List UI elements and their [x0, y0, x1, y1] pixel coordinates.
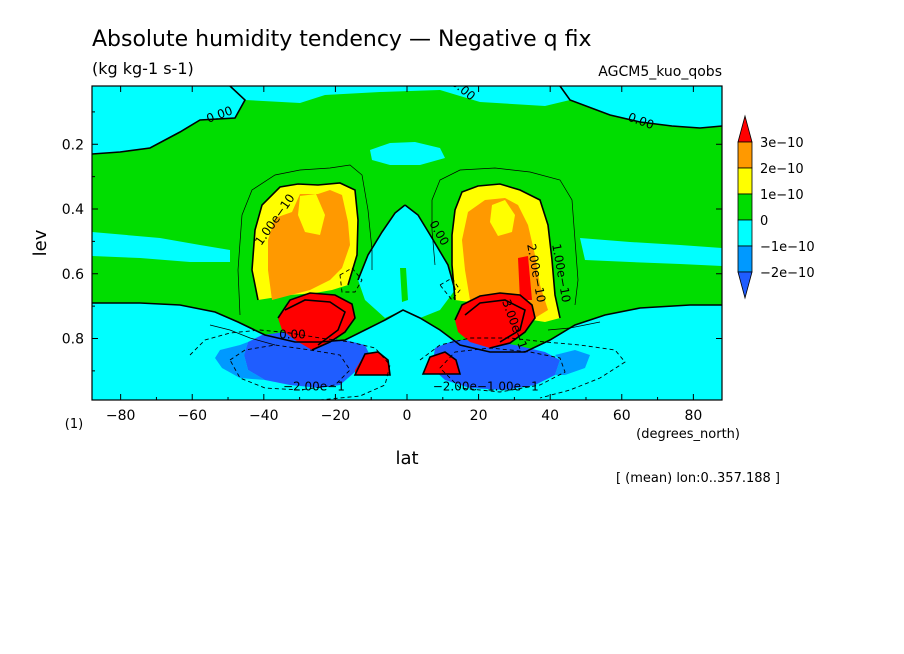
- fill-cyan-center: [358, 205, 455, 318]
- fill-orange-left: [268, 190, 350, 300]
- fill-cyan-top-mid: [370, 142, 445, 165]
- fill-yellow-right-inner: [490, 200, 515, 236]
- x-tick-label: 60: [613, 408, 631, 424]
- fill-red-right-strip: [518, 256, 532, 300]
- y-axis-label: lev: [30, 229, 51, 256]
- colorbar-box: [737, 167, 753, 195]
- contour-label: −2.00e−1.00e−1: [433, 379, 539, 393]
- colorbar-label: 2e−10: [760, 162, 804, 177]
- colorbar-label: −2e−10: [760, 266, 815, 281]
- fill-cyan-upper-right: [560, 86, 722, 128]
- fill-cyan-stripe-right: [580, 238, 722, 266]
- contour-label: −2.00e−1: [283, 379, 345, 393]
- fill-cyan-upper-left: [92, 86, 245, 154]
- fill-blue-right: [432, 340, 560, 390]
- y-tick-label: 0.8: [62, 331, 84, 347]
- y-axis: 0.2 0.4 0.6 0.8: [62, 111, 722, 372]
- chart-title: Absolute humidity tendency — Negative q …: [92, 27, 592, 52]
- contour-field: 0.000.000.000.001.00e−102.00e−10 1.00e−10…: [92, 86, 722, 400]
- colorbar-box: [737, 219, 753, 247]
- dataset-label: AGCM5_kuo_qobs: [598, 64, 722, 80]
- x-tick-label: −20: [321, 408, 351, 424]
- colorbar-label: −1e−10: [760, 240, 815, 255]
- x-axis-units: (degrees_north): [636, 427, 740, 442]
- fill-cyan-stripe-left: [92, 232, 230, 262]
- x-tick-label: 80: [684, 408, 702, 424]
- y-axis-units: (1): [65, 417, 83, 432]
- fill-midblue-left: [215, 342, 265, 380]
- x-tick-label: −80: [106, 408, 136, 424]
- chart-units: (kg kg-1 s-1): [92, 59, 194, 78]
- x-axis-label: lat: [395, 448, 418, 469]
- contour-lines-thin: [209, 164, 601, 346]
- y-tick-label: 0.4: [62, 202, 84, 218]
- x-tick-label: 20: [470, 408, 488, 424]
- colorbar-box: [737, 245, 753, 273]
- colorbar: 3e−10 2e−10 1e−10 0 −1e−10 −2e−10: [737, 114, 815, 300]
- x-tick-label: 40: [541, 408, 559, 424]
- fill-blue-left: [244, 332, 372, 388]
- colorbar-label: 1e−10: [760, 188, 804, 203]
- contour-lines-dashed: [189, 267, 626, 400]
- fill-green-sliver: [400, 268, 408, 302]
- fill-midblue-right: [555, 350, 590, 375]
- y-tick-label: 0.2: [62, 137, 84, 153]
- x-tick-label: −40: [249, 408, 279, 424]
- footnote: [ (mean) lon:0..357.188 ]: [616, 471, 780, 486]
- x-axis: −80 −60 −40 −20 0 20 40 60 80: [106, 86, 702, 424]
- contour-label: 0.00: [279, 327, 306, 341]
- fill-red-left: [278, 293, 355, 350]
- x-tick-label: 0: [403, 408, 412, 424]
- colorbar-extend-bottom: [737, 271, 753, 300]
- colorbar-box: [737, 141, 753, 169]
- contour-lines-solid: [92, 86, 722, 376]
- x-tick-label: −60: [177, 408, 207, 424]
- colorbar-box: [737, 193, 753, 221]
- y-tick-label: 0.6: [62, 267, 84, 283]
- colorbar-extend-top: [737, 114, 753, 143]
- fill-yellow-left-inner: [298, 194, 325, 235]
- colorbar-label: 0: [760, 214, 768, 229]
- fill-red-hump-right: [423, 352, 460, 374]
- colorbar-label: 3e−10: [760, 136, 804, 151]
